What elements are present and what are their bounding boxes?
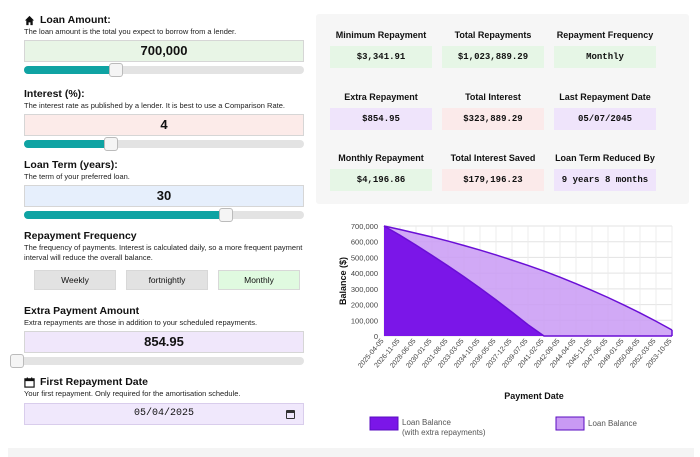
y-tick-label: 0	[374, 332, 378, 341]
frequency-button-group: Weekly fortnightly Monthly	[24, 270, 304, 290]
stat-value: 9 years 8 months	[554, 169, 656, 191]
legend-swatch-regular	[555, 416, 585, 431]
frequency-fortnightly-button[interactable]: fortnightly	[126, 270, 208, 290]
loan-amount-input[interactable]: 700,000	[24, 39, 304, 62]
loan-term-slider-thumb[interactable]	[219, 207, 233, 222]
stat-value: $3,341.91	[330, 46, 432, 68]
loan-term-section: Loan Term (years): The term of your pref…	[24, 159, 304, 222]
stat-label: Total Repayments	[454, 30, 532, 40]
loan-term-title: Loan Term (years):	[24, 159, 118, 171]
legend-sublabel-extra: (with extra repayments)	[402, 428, 486, 437]
loan-amount-title: Loan Amount:	[40, 14, 111, 26]
loan-term-desc: The term of your preferred loan.	[24, 172, 130, 181]
loan-amount-heading: Loan Amount:	[24, 14, 304, 26]
interest-slider-thumb[interactable]	[104, 136, 118, 151]
series-line	[383, 225, 672, 337]
frequency-monthly-button[interactable]: Monthly	[218, 270, 300, 290]
extra-payment-section: Extra Payment Amount Extra repayments ar…	[10, 305, 304, 368]
calendar-icon[interactable]	[286, 409, 295, 419]
loan-amount-slider-fill	[24, 65, 116, 74]
y-tick-label: 600,000	[351, 238, 378, 247]
y-tick-label: 700,000	[351, 222, 378, 231]
stat-card: Minimum Repayment $3,341.91	[330, 30, 432, 68]
repayment-frequency-section: Repayment Frequency The frequency of pay…	[24, 230, 304, 290]
y-tick-label: 300,000	[351, 285, 378, 294]
stat-card: Last Repayment Date 05/07/2045	[554, 92, 656, 130]
loan-amount-slider[interactable]	[24, 62, 304, 77]
interest-input[interactable]: 4	[24, 113, 304, 136]
stat-card: Extra Repayment $854.95	[330, 92, 432, 130]
legend-swatch-extra	[369, 416, 399, 431]
series-line	[383, 225, 673, 331]
balance-chart: 0 100,000 200,000 300,000 400,000 500,000 600,…	[322, 216, 692, 446]
stat-value: $4,196.86	[330, 169, 432, 191]
loan-term-slider-fill	[24, 210, 226, 219]
stat-value: Monthly	[554, 46, 656, 68]
stat-value: $179,196.23	[442, 169, 544, 191]
y-axis-label: Balance ($)	[338, 257, 348, 305]
y-tick-label: 200,000	[351, 301, 378, 310]
footer-strip	[8, 448, 694, 457]
stat-value: $323,889.29	[442, 108, 544, 130]
stat-value: $854.95	[330, 108, 432, 130]
interest-slider-fill	[24, 139, 111, 148]
stat-label: Minimum Repayment	[335, 30, 427, 40]
stat-card: Loan Term Reduced By 9 years 8 months	[554, 153, 656, 191]
y-tick-label: 400,000	[351, 269, 378, 278]
stat-card: Monthly Repayment $4,196.86	[330, 153, 432, 191]
loan-amount-section: Loan Amount: The loan amount is the tota…	[24, 14, 304, 77]
x-axis-label: Payment Date	[504, 391, 564, 401]
loan-term-input[interactable]: 30	[24, 184, 304, 207]
stat-label: Loan Term Reduced By	[555, 153, 655, 163]
y-tick-label: 500,000	[351, 253, 378, 262]
interest-slider[interactable]	[24, 136, 304, 151]
frequency-weekly-button[interactable]: Weekly	[34, 270, 116, 290]
stat-card: Repayment Frequency Monthly	[554, 30, 656, 68]
stat-card: Total Interest Saved $179,196.23	[442, 153, 544, 191]
stat-label: Last Repayment Date	[559, 92, 651, 102]
first-repayment-date-value: 05/04/2025	[133, 408, 194, 419]
results-panel: Minimum Repayment $3,341.91 Total Repaymen…	[316, 14, 689, 204]
home-icon	[24, 15, 35, 25]
area-extra	[384, 226, 672, 336]
y-tick-label: 100,000	[351, 316, 378, 325]
extra-payment-input[interactable]: 854.95	[24, 330, 304, 353]
interest-desc: The interest rate as published by a lend…	[24, 101, 285, 110]
stat-label: Extra Repayment	[344, 92, 418, 102]
extra-payment-desc: Extra repayments are those in addition t…	[24, 318, 258, 327]
loan-amount-slider-thumb[interactable]	[109, 62, 123, 77]
extra-payment-slider[interactable]	[10, 353, 304, 368]
stat-value: $1,023,889.29	[442, 46, 544, 68]
loan-amount-desc: The loan amount is the total you expect …	[24, 27, 237, 36]
legend-label-regular: Loan Balance	[588, 419, 637, 428]
extra-payment-title: Extra Payment Amount	[24, 305, 140, 317]
first-repayment-date-input[interactable]: 05/04/2025	[24, 402, 304, 425]
stat-label: Total Interest	[465, 92, 521, 102]
first-repayment-desc: Your first repayment. Only required for …	[24, 389, 241, 398]
stat-label: Repayment Frequency	[556, 30, 654, 40]
stat-card: Total Interest $323,889.29	[442, 92, 544, 130]
repayment-frequency-desc: The frequency of payments. Interest is c…	[24, 243, 303, 262]
first-repayment-section: First Repayment Date Your first repaymen…	[24, 376, 304, 425]
first-repayment-title: First Repayment Date	[40, 376, 148, 388]
first-repayment-heading: First Repayment Date	[24, 376, 304, 388]
stat-label: Monthly Repayment	[338, 153, 424, 163]
legend-label-extra: Loan Balance	[402, 418, 451, 427]
calendar-small-icon	[24, 376, 35, 388]
interest-section: Interest (%): The interest rate as publi…	[24, 88, 304, 151]
extra-payment-slider-thumb[interactable]	[10, 353, 24, 368]
balance-chart-svg: 0 100,000 200,000 300,000 400,000 500,000 600,…	[338, 222, 674, 437]
stat-card: Total Repayments $1,023,889.29	[442, 30, 544, 68]
repayment-frequency-title: Repayment Frequency	[24, 230, 137, 242]
loan-term-slider[interactable]	[24, 207, 304, 222]
stat-value: 05/07/2045	[554, 108, 656, 130]
stat-label: Total Interest Saved	[450, 153, 536, 163]
interest-title: Interest (%):	[24, 88, 85, 100]
